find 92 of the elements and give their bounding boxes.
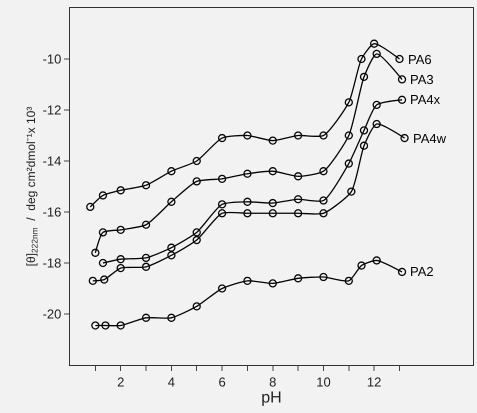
point <box>167 244 176 252</box>
point <box>86 202 94 212</box>
point <box>372 120 381 128</box>
x-tick-label: 8 <box>269 374 276 390</box>
point <box>91 248 100 257</box>
point <box>400 134 409 142</box>
point <box>294 274 302 282</box>
point <box>360 126 368 135</box>
point <box>319 196 328 205</box>
point <box>167 314 176 322</box>
point <box>218 134 226 142</box>
point <box>243 131 252 140</box>
point <box>360 142 368 150</box>
x-tick-label: 6 <box>218 374 226 390</box>
point <box>294 131 302 140</box>
y-tick-label: -10 <box>42 52 62 67</box>
point <box>268 198 277 208</box>
point <box>319 209 328 218</box>
x-tick-label: 12 <box>366 374 382 390</box>
point <box>116 255 125 264</box>
point <box>192 177 201 186</box>
point <box>344 98 353 106</box>
y-tick-label: -14 <box>42 154 62 169</box>
point <box>116 226 125 234</box>
point <box>192 302 201 310</box>
point <box>218 174 226 183</box>
point <box>347 187 356 196</box>
y-tick-label: -16 <box>42 204 62 220</box>
y-tick-label: -18 <box>42 256 62 271</box>
point <box>294 172 302 180</box>
point <box>243 276 252 285</box>
series-label: PA4w <box>413 131 447 146</box>
point <box>167 251 176 260</box>
point <box>243 198 252 206</box>
x-tick-label: 2 <box>117 374 124 390</box>
point <box>91 321 100 330</box>
point <box>344 131 353 140</box>
point <box>98 228 108 237</box>
point <box>372 100 381 110</box>
point <box>116 321 125 330</box>
point <box>344 159 353 168</box>
point <box>360 72 368 81</box>
point <box>167 198 176 206</box>
point <box>372 50 381 58</box>
series-label: PA2 <box>410 264 434 279</box>
point <box>218 284 226 293</box>
point <box>101 321 110 330</box>
point <box>98 191 108 200</box>
point <box>142 262 150 271</box>
point <box>142 220 150 229</box>
point <box>88 276 97 285</box>
point <box>268 209 277 218</box>
point <box>218 209 226 218</box>
point <box>294 195 302 204</box>
point <box>357 54 366 64</box>
x-axis-title: pH <box>261 390 282 407</box>
point <box>167 167 176 176</box>
point <box>357 261 366 270</box>
point <box>372 256 381 265</box>
point <box>116 186 125 194</box>
point <box>98 258 108 268</box>
point <box>268 167 277 176</box>
point <box>142 254 150 262</box>
point <box>370 40 378 48</box>
point <box>192 228 201 237</box>
point <box>398 268 406 276</box>
point <box>319 167 328 176</box>
point <box>395 54 404 64</box>
point <box>243 170 252 178</box>
point <box>100 275 108 284</box>
y-tick-label: -12 <box>42 102 62 118</box>
y-tick-label: -20 <box>42 306 62 322</box>
point <box>344 276 353 285</box>
point <box>319 131 328 140</box>
point <box>192 236 201 244</box>
point <box>192 156 201 166</box>
point <box>294 209 302 218</box>
point <box>142 181 150 190</box>
series-label: PA3 <box>410 72 434 87</box>
point <box>218 200 226 208</box>
point <box>398 75 406 84</box>
x-tick-label: 4 <box>168 374 175 390</box>
point <box>142 314 150 322</box>
point <box>398 96 406 104</box>
series-label: PA6 <box>408 52 432 67</box>
series-label: PA4x <box>410 92 441 107</box>
x-tick-label: 10 <box>316 374 331 390</box>
point <box>243 209 252 218</box>
point <box>319 272 328 282</box>
point <box>268 136 277 145</box>
point <box>116 264 125 272</box>
point <box>268 279 277 288</box>
